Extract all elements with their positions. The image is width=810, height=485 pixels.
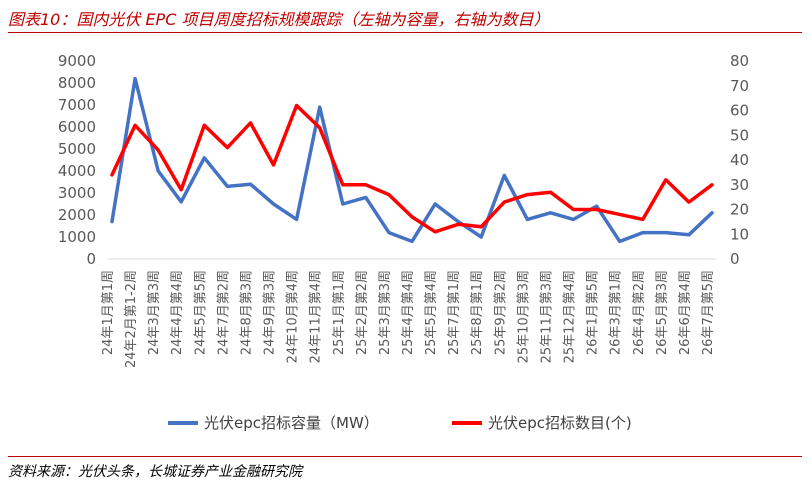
x-tick-label: 25年11月第3周 — [539, 270, 554, 363]
left-tick-label: 0 — [86, 250, 96, 268]
x-tick-label: 24年10月第4周 — [286, 270, 301, 363]
left-tick-label: 6000 — [58, 118, 96, 136]
legend-swatch-count — [452, 420, 482, 425]
left-tick-label: 3000 — [58, 184, 96, 202]
x-tick-label: 26年1月第5周 — [586, 270, 601, 355]
right-tick-label: 80 — [730, 52, 749, 70]
x-tick-label: 24年8月第3周 — [239, 270, 254, 355]
legend-item-count: 光伏epc招标数目(个) — [452, 412, 632, 433]
left-tick-label: 9000 — [58, 52, 96, 70]
x-tick-label: 25年3月第3周 — [378, 270, 393, 355]
series-line-count — [110, 103, 714, 234]
right-tick-label: 30 — [730, 176, 749, 194]
left-tick-label: 2000 — [58, 206, 96, 224]
right-tick-label: 0 — [730, 250, 740, 268]
x-tick-label: 24年11月第4周 — [309, 270, 324, 363]
x-tick-label: 26年3月第1周 — [609, 270, 624, 355]
x-tick-label: 25年5月第4周 — [424, 270, 439, 355]
right-tick-label: 40 — [730, 151, 749, 169]
right-tick-label: 10 — [730, 225, 749, 243]
right-tick-label: 50 — [730, 126, 749, 144]
left-tick-label: 7000 — [58, 96, 96, 114]
x-tick-label: 24年2月第1-2周 — [124, 270, 139, 368]
x-tick-label: 25年2月第2周 — [355, 270, 370, 355]
x-tick-label: 26年6月第4周 — [678, 270, 693, 355]
x-axis-ticks: 24年1月第1周 24年2月第1-2周 24年3月第3周 24年4月第4周 24年5月第… — [101, 270, 716, 368]
x-tick-label: 25年4月第4周 — [401, 270, 416, 355]
left-tick-label: 4000 — [58, 162, 96, 180]
x-tick-label: 24年7月第2周 — [216, 270, 231, 355]
x-tick-label: 24年9月第3周 — [263, 270, 278, 355]
left-tick-label: 5000 — [58, 140, 96, 158]
legend-item-capacity: 光伏epc招标容量（MW） — [168, 412, 379, 433]
x-tick-label: 25年8月第1周 — [470, 270, 485, 355]
footer-divider — [8, 456, 802, 457]
x-tick-label: 24年3月第3周 — [147, 270, 162, 355]
x-tick-label: 25年9月第2周 — [493, 270, 508, 355]
x-tick-label: 25年12月第4周 — [563, 270, 578, 363]
left-tick-label: 1000 — [58, 228, 96, 246]
legend-swatch-capacity — [168, 420, 198, 425]
left-axis-ticks: 9000 8000 7000 6000 5000 4000 3000 2000 1000 0 — [58, 52, 96, 268]
left-tick-label: 8000 — [58, 74, 96, 92]
source-note: 资料来源：光伏头条，长城证券产业金融研究院 — [8, 464, 302, 480]
right-tick-label: 60 — [730, 102, 749, 120]
legend-label-capacity: 光伏epc招标容量（MW） — [204, 414, 379, 432]
title-divider — [8, 32, 802, 33]
x-tick-label: 24年5月第5周 — [193, 270, 208, 355]
legend-label-count: 光伏epc招标数目(个) — [488, 414, 632, 432]
right-tick-label: 20 — [730, 201, 749, 219]
x-tick-label: 25年7月第1周 — [447, 270, 462, 355]
x-tick-label: 24年1月第1周 — [101, 270, 116, 355]
x-tick-label: 26年7月第5周 — [701, 270, 716, 355]
x-tick-label: 25年1月第1周 — [332, 270, 347, 355]
right-axis-ticks: 80 70 60 50 40 30 20 10 0 — [730, 52, 749, 268]
x-tick-label: 25年10月第3周 — [516, 270, 531, 363]
x-tick-label: 24年4月第4周 — [170, 270, 185, 355]
chart-title: 图表10：国内光伏 EPC 项目周度招标规模跟踪（左轴为容量，右轴为数目） — [8, 10, 550, 29]
x-tick-label: 26年4月第2周 — [632, 270, 647, 355]
right-tick-label: 70 — [730, 77, 749, 95]
x-tick-label: 26年5月第3周 — [655, 270, 670, 355]
